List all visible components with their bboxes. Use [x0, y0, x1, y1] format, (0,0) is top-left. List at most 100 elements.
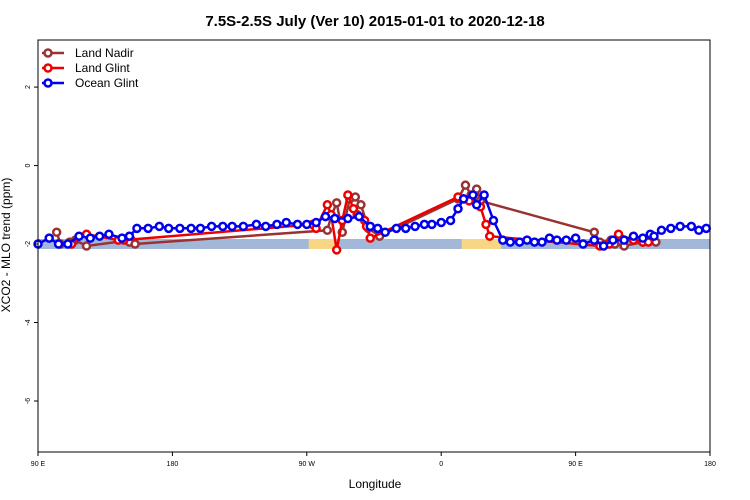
data-point — [498, 235, 508, 245]
data-point — [619, 235, 629, 245]
data-point — [589, 235, 600, 245]
y-axis: 2 0 -2 -4 -6 — [25, 85, 38, 404]
data-point — [514, 237, 525, 247]
data-point — [427, 219, 437, 230]
legend-label: Land Glint — [75, 61, 130, 75]
data-point — [322, 200, 333, 210]
x-axis: 90 E 180 90 W 0 90 E 180 — [31, 452, 716, 468]
data-point — [638, 233, 648, 243]
data-point — [675, 221, 685, 232]
data-point — [552, 235, 562, 245]
data-point — [666, 223, 676, 234]
data-point — [356, 200, 366, 210]
data-point — [218, 221, 228, 232]
data-point — [154, 221, 165, 232]
data-point — [124, 231, 135, 241]
x-tick-label: 180 — [167, 461, 179, 468]
data-point — [186, 223, 196, 234]
data-point — [537, 237, 547, 247]
data-point — [578, 239, 588, 249]
data-point — [613, 229, 624, 239]
data-point — [104, 229, 114, 239]
y-tick-label: -6 — [25, 398, 32, 404]
data-point — [53, 239, 64, 249]
data-point — [471, 200, 482, 210]
data-point — [175, 223, 185, 234]
data-point — [195, 223, 206, 234]
data-point — [365, 221, 376, 232]
data-point — [143, 223, 153, 234]
data-point — [238, 221, 249, 232]
x-tick-label: 180 — [704, 461, 716, 468]
legend-label: Land Nadir — [75, 46, 134, 60]
data-point — [372, 223, 383, 234]
data-point — [320, 211, 331, 222]
data-point — [281, 217, 292, 228]
data-point — [163, 223, 174, 234]
data-point — [522, 235, 532, 245]
data-point — [331, 245, 342, 255]
data-point — [380, 227, 390, 238]
data-point — [544, 233, 555, 243]
data-point — [481, 219, 491, 230]
data-point — [74, 231, 84, 241]
y-tick-label: -4 — [25, 319, 32, 325]
x-tick-label: 90 W — [299, 461, 316, 468]
data-point — [81, 241, 92, 251]
data-point — [206, 221, 217, 232]
x-tick-label: 90 E — [568, 461, 583, 468]
data-point — [445, 215, 456, 226]
data-point — [488, 215, 499, 226]
series-layer — [33, 180, 712, 255]
data-point — [251, 219, 262, 230]
data-point — [365, 233, 376, 243]
data-point — [343, 190, 353, 200]
data-point — [460, 180, 471, 190]
data-point — [484, 231, 495, 241]
legend-item: Ocean Glint — [42, 76, 139, 90]
legend-item: Land Nadir — [42, 46, 134, 60]
y-axis-label: XCO2 - MLO trend (ppm) — [0, 178, 13, 313]
legend-swatch-marker — [43, 63, 53, 73]
data-point — [391, 223, 402, 234]
data-point — [410, 221, 420, 232]
data-point — [419, 219, 430, 230]
data-point — [117, 233, 127, 243]
legend-label: Ocean Glint — [75, 76, 139, 90]
data-point — [292, 219, 303, 230]
y-tick-label: 0 — [25, 164, 32, 168]
data-point — [94, 231, 105, 241]
data-point — [51, 227, 62, 238]
plot-frame — [37, 39, 711, 453]
data-point — [354, 211, 364, 222]
data-point — [343, 213, 353, 224]
x-tick-label: 0 — [439, 461, 443, 468]
legend-swatch-marker — [43, 78, 53, 88]
data-point — [479, 190, 489, 200]
data-point — [400, 223, 411, 234]
y-tick-label: -2 — [25, 241, 32, 247]
y-tick-label: 2 — [25, 85, 32, 89]
data-point — [570, 233, 581, 243]
data-point — [227, 221, 237, 232]
series-ocean-glint — [33, 190, 712, 251]
data-point — [272, 219, 282, 230]
x-axis-label: Longitude — [349, 477, 402, 491]
data-point — [453, 203, 463, 214]
data-point — [529, 237, 540, 247]
data-point — [44, 233, 54, 243]
data-point — [132, 223, 142, 234]
data-point — [505, 237, 516, 247]
data-point — [260, 221, 271, 232]
legend-swatch-marker — [43, 48, 53, 58]
data-point — [302, 219, 312, 230]
data-point — [63, 239, 73, 249]
data-point — [468, 190, 478, 200]
chart-title: 7.5S-2.5S July (Ver 10) 2015-01-01 to 20… — [205, 13, 544, 30]
data-point — [85, 233, 96, 243]
data-point — [331, 198, 342, 208]
data-point — [436, 217, 446, 228]
data-point — [694, 225, 704, 236]
data-point — [628, 231, 639, 241]
